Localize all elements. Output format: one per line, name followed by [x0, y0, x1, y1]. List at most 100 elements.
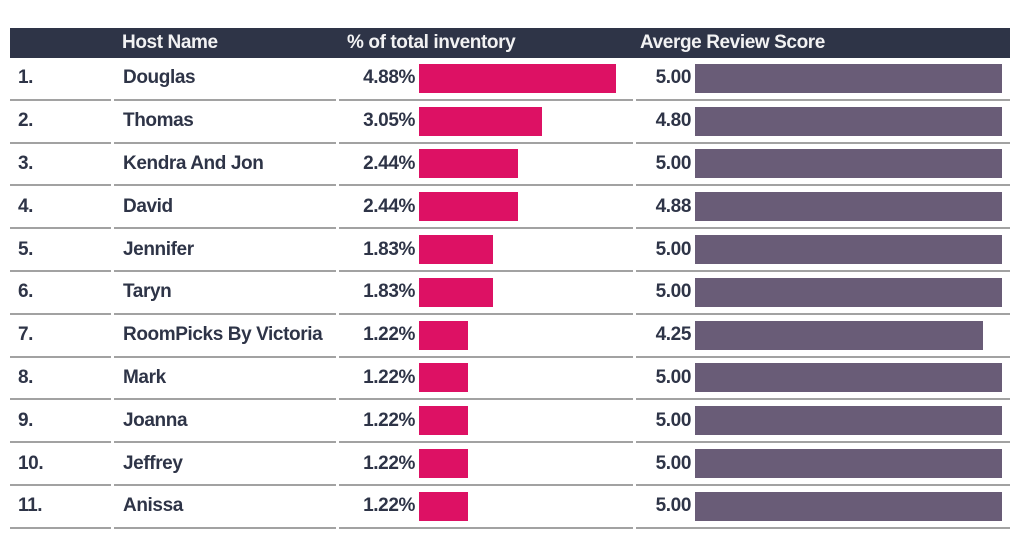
pct-inventory-bar-track [419, 277, 616, 307]
pct-inventory-value: 4.88% [363, 67, 415, 89]
review-score-bar-track [695, 106, 1002, 136]
rank-label: 7. [18, 324, 34, 346]
table-header: Host Name % of total inventory Averge Re… [10, 28, 1010, 58]
pct-inventory-bar-track [419, 491, 616, 521]
review-score-value: 5.00 [655, 495, 692, 517]
table-row: 2. Thomas 3.05% 4.80 [10, 101, 1010, 144]
pct-inventory-bar [419, 235, 493, 265]
pct-inventory-cell: 3.05% [339, 101, 633, 144]
review-score-value: 5.00 [655, 238, 692, 260]
review-score-value: 4.88 [655, 195, 692, 217]
pct-inventory-cell: 1.22% [339, 443, 633, 486]
review-score-bar-track [695, 406, 1002, 436]
review-score-bar-track [695, 320, 1002, 350]
review-score-bar-track [695, 277, 1002, 307]
review-score-bar-track [695, 235, 1002, 265]
rank-cell: 6. [10, 272, 111, 315]
review-score-bar [695, 192, 1002, 222]
pct-inventory-value: 1.22% [363, 452, 415, 474]
pct-inventory-bar [419, 449, 469, 479]
rank-label: 11. [18, 495, 43, 517]
table-row: 11. Anissa 1.22% 5.00 [10, 486, 1010, 529]
rank-label: 4. [18, 195, 34, 217]
rank-label: 3. [18, 152, 34, 174]
review-score-value: 4.80 [655, 110, 692, 132]
pct-inventory-bar-track [419, 192, 616, 222]
pct-inventory-bar-track [419, 406, 616, 436]
host-name-cell: Joanna [114, 400, 336, 444]
host-name-label: Douglas [123, 67, 196, 89]
host-name-cell: Anissa [114, 486, 336, 529]
pct-inventory-bar-track [419, 149, 616, 179]
review-score-bar [695, 235, 1002, 265]
rank-label: 1. [18, 67, 34, 89]
host-name-cell: Mark [114, 358, 336, 401]
table-row: 1. Douglas 4.88% 5.00 [10, 58, 1010, 101]
host-name-label: Thomas [123, 110, 194, 132]
review-score-bar [695, 63, 1002, 93]
table-row: 8. Mark 1.22% 5.00 [10, 358, 1010, 401]
rank-label: 5. [18, 238, 34, 260]
rank-cell: 1. [10, 58, 111, 101]
table-row: 4. David 2.44% 4.88 [10, 186, 1010, 230]
host-name-label: Mark [123, 366, 166, 388]
host-name-label: Joanna [123, 409, 188, 431]
pct-inventory-bar [419, 106, 543, 136]
table-row: 7. RoomPicks By Victoria 1.22% 4.25 [10, 315, 1010, 358]
pct-inventory-value: 1.22% [363, 409, 415, 431]
table-row: 9. Joanna 1.22% 5.00 [10, 400, 1010, 444]
pct-inventory-bar-track [419, 235, 616, 265]
host-name-label: Taryn [123, 281, 172, 303]
review-score-cell: 4.88 [636, 186, 1010, 230]
table-row: 5. Jennifer 1.83% 5.00 [10, 229, 1010, 272]
review-score-bar-track [695, 491, 1002, 521]
review-score-bar [695, 277, 1002, 307]
review-score-cell: 5.00 [636, 272, 1010, 315]
rank-cell: 2. [10, 101, 111, 144]
pct-inventory-cell: 1.83% [339, 272, 633, 315]
review-score-bar-track [695, 192, 1002, 222]
pct-inventory-cell: 2.44% [339, 144, 633, 187]
host-name-cell: Jeffrey [114, 443, 336, 486]
rank-cell: 4. [10, 186, 111, 230]
review-score-cell: 4.80 [636, 101, 1010, 144]
review-score-value: 5.00 [655, 366, 692, 388]
column-header-pct-inventory: % of total inventory [347, 32, 516, 53]
review-score-bar-track [695, 449, 1002, 479]
table-row: 3. Kendra And Jon 2.44% 5.00 [10, 144, 1010, 187]
review-score-cell: 4.25 [636, 315, 1010, 358]
review-score-bar [695, 363, 1002, 393]
host-name-label: Jeffrey [123, 452, 183, 474]
rank-label: 10. [18, 452, 44, 474]
pct-inventory-bar-track [419, 363, 616, 393]
pct-inventory-value: 1.83% [363, 238, 415, 260]
review-score-cell: 5.00 [636, 144, 1010, 187]
pct-inventory-bar-track [419, 63, 616, 93]
pct-inventory-bar [419, 491, 469, 521]
pct-inventory-cell: 1.22% [339, 486, 633, 529]
review-score-bar-track [695, 149, 1002, 179]
table-row: 10. Jeffrey 1.22% 5.00 [10, 443, 1010, 486]
review-score-value: 5.00 [655, 67, 692, 89]
pct-inventory-bar-track [419, 449, 616, 479]
pct-inventory-bar-track [419, 106, 616, 136]
review-score-cell: 5.00 [636, 229, 1010, 272]
review-score-bar-track [695, 63, 1002, 93]
host-name-label: Anissa [123, 495, 183, 517]
pct-inventory-bar [419, 192, 518, 222]
review-score-bar [695, 491, 1002, 521]
review-score-value: 4.25 [655, 324, 692, 346]
pct-inventory-bar [419, 149, 518, 179]
column-header-host-name: Host Name [122, 32, 218, 53]
rank-cell: 5. [10, 229, 111, 272]
pct-inventory-cell: 1.83% [339, 229, 633, 272]
review-score-cell: 5.00 [636, 58, 1010, 101]
review-score-bar [695, 449, 1002, 479]
host-name-label: RoomPicks By Victoria [123, 324, 323, 346]
rank-label: 9. [18, 409, 34, 431]
review-score-bar-track [695, 363, 1002, 393]
host-name-cell: Thomas [114, 101, 336, 144]
pct-inventory-bar [419, 63, 616, 93]
host-name-cell: Douglas [114, 58, 336, 101]
